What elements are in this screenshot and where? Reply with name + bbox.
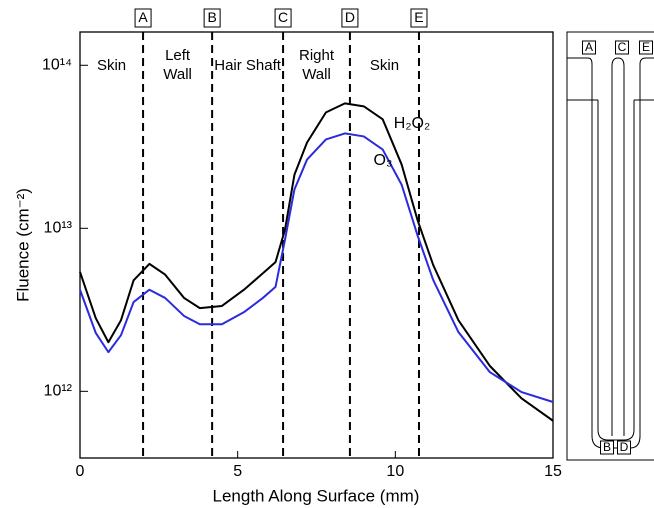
series-label: O₃ [374, 152, 393, 169]
y-axis-title: Fluence (cm⁻²) [13, 188, 32, 302]
y-tick-label: 10¹³ [44, 220, 73, 237]
x-axis-title: Length Along Surface (mm) [213, 486, 420, 505]
inset-box [639, 40, 653, 55]
y-tick-label: 10¹² [44, 383, 73, 400]
x-tick-label: 5 [233, 463, 242, 480]
inset-label: E [642, 40, 650, 54]
inset-wall [597, 100, 635, 441]
inset-label: C [618, 40, 627, 54]
inset-frame [566, 31, 654, 461]
marker-label: C [278, 9, 288, 25]
inset-box [615, 40, 629, 55]
inset-label: A [585, 40, 593, 54]
inset-label: B [603, 440, 611, 454]
x-tick-label: 10 [386, 463, 404, 480]
marker-box [203, 8, 221, 28]
marker-box [341, 8, 359, 28]
inset-box [600, 440, 614, 455]
inset-label: D [620, 440, 629, 454]
marker-box [134, 8, 152, 28]
region-label: Hair Shaft [214, 57, 282, 74]
x-tick-label: 15 [544, 463, 562, 480]
series-label: H₂O₂ [394, 115, 430, 132]
x-tick-label: 0 [76, 463, 85, 480]
marker-box [274, 8, 292, 28]
marker-label: B [207, 9, 216, 25]
inset-box [582, 40, 596, 55]
region-label: Wall [163, 66, 192, 83]
inset-diagram [566, 31, 654, 461]
marker-label: A [138, 9, 148, 25]
marker-box [410, 8, 428, 28]
y-tick-label: 10¹⁴ [42, 56, 72, 73]
inset-hair [611, 57, 625, 436]
region-label: Skin [370, 57, 399, 74]
series-line [79, 102, 554, 422]
plot-frame [79, 31, 554, 459]
marker-label: E [414, 9, 423, 25]
region-label: Left [165, 47, 191, 64]
inset-skin-surface [567, 57, 654, 449]
region-label: Wall [302, 66, 331, 83]
inset-box [617, 440, 631, 455]
region-label: Right [299, 47, 335, 64]
marker-label: D [345, 9, 355, 25]
region-label: Skin [97, 57, 126, 74]
series-line [79, 132, 554, 403]
